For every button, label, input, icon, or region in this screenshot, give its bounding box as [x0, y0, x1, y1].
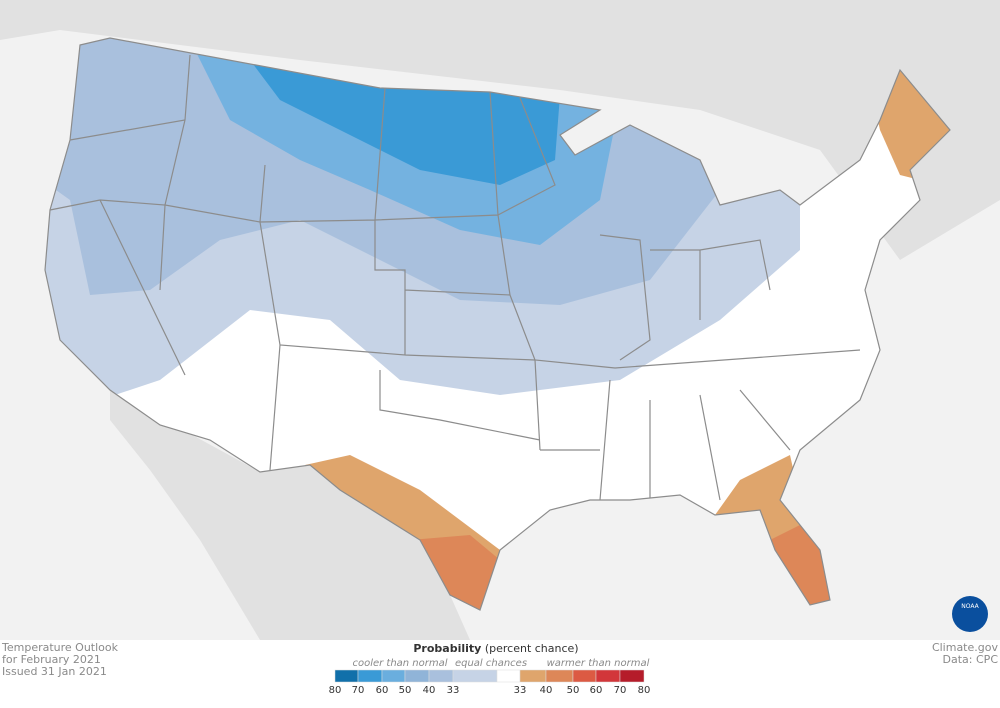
map-issued: Issued 31 Jan 2021	[2, 665, 107, 678]
legend-swatch	[619, 669, 645, 683]
legend-tick-label: 33	[447, 685, 460, 696]
legend-swatch	[404, 669, 430, 683]
logo-text: NOAA	[961, 603, 979, 610]
legend-tick-label: 50	[399, 685, 412, 696]
credit-site: Climate.gov	[932, 641, 999, 654]
legend-swatch	[428, 669, 454, 683]
legend-tick-label: 60	[376, 685, 389, 696]
legend-tick-label: 70	[352, 685, 365, 696]
credit-source: Data: CPC	[943, 653, 999, 666]
warm-texas-core	[410, 535, 500, 610]
legend-swatch	[595, 669, 621, 683]
legend-title: Probability (percent chance)	[413, 642, 578, 655]
legend-tick-label: 80	[329, 685, 342, 696]
legend-swatch	[334, 669, 359, 683]
noaa-logo	[952, 596, 988, 632]
canada	[0, 0, 1000, 260]
legend-title-sub: (percent chance)	[485, 642, 579, 655]
map-title: Temperature Outlook	[1, 641, 119, 654]
legend-tick-label: 60	[590, 685, 603, 696]
legend-swatch	[519, 669, 547, 683]
legend-swatch	[545, 669, 574, 683]
map-period: for February 2021	[2, 653, 101, 666]
legend-tick-label: 50	[567, 685, 580, 696]
legend-swatch	[381, 669, 406, 683]
legend-swatch	[572, 669, 597, 683]
mexico	[110, 390, 470, 640]
legend-cool-label: cooler than normal	[352, 658, 447, 669]
legend-warm-label: warmer than normal	[547, 658, 650, 669]
legend-swatch	[496, 669, 521, 683]
legend-tick-label: 70	[614, 685, 627, 696]
legend-tick-label: 40	[423, 685, 436, 696]
legend-tick-label: 33	[514, 685, 527, 696]
legend-swatch	[357, 669, 383, 683]
legend-tick-label: 40	[540, 685, 553, 696]
legend-tick-label: 80	[638, 685, 651, 696]
legend-swatch	[452, 669, 498, 683]
legend-title-main: Probability	[413, 642, 481, 655]
us-outline	[44, 37, 951, 611]
legend-equal-label: equal chances	[455, 658, 527, 669]
state-lines	[49, 54, 861, 501]
